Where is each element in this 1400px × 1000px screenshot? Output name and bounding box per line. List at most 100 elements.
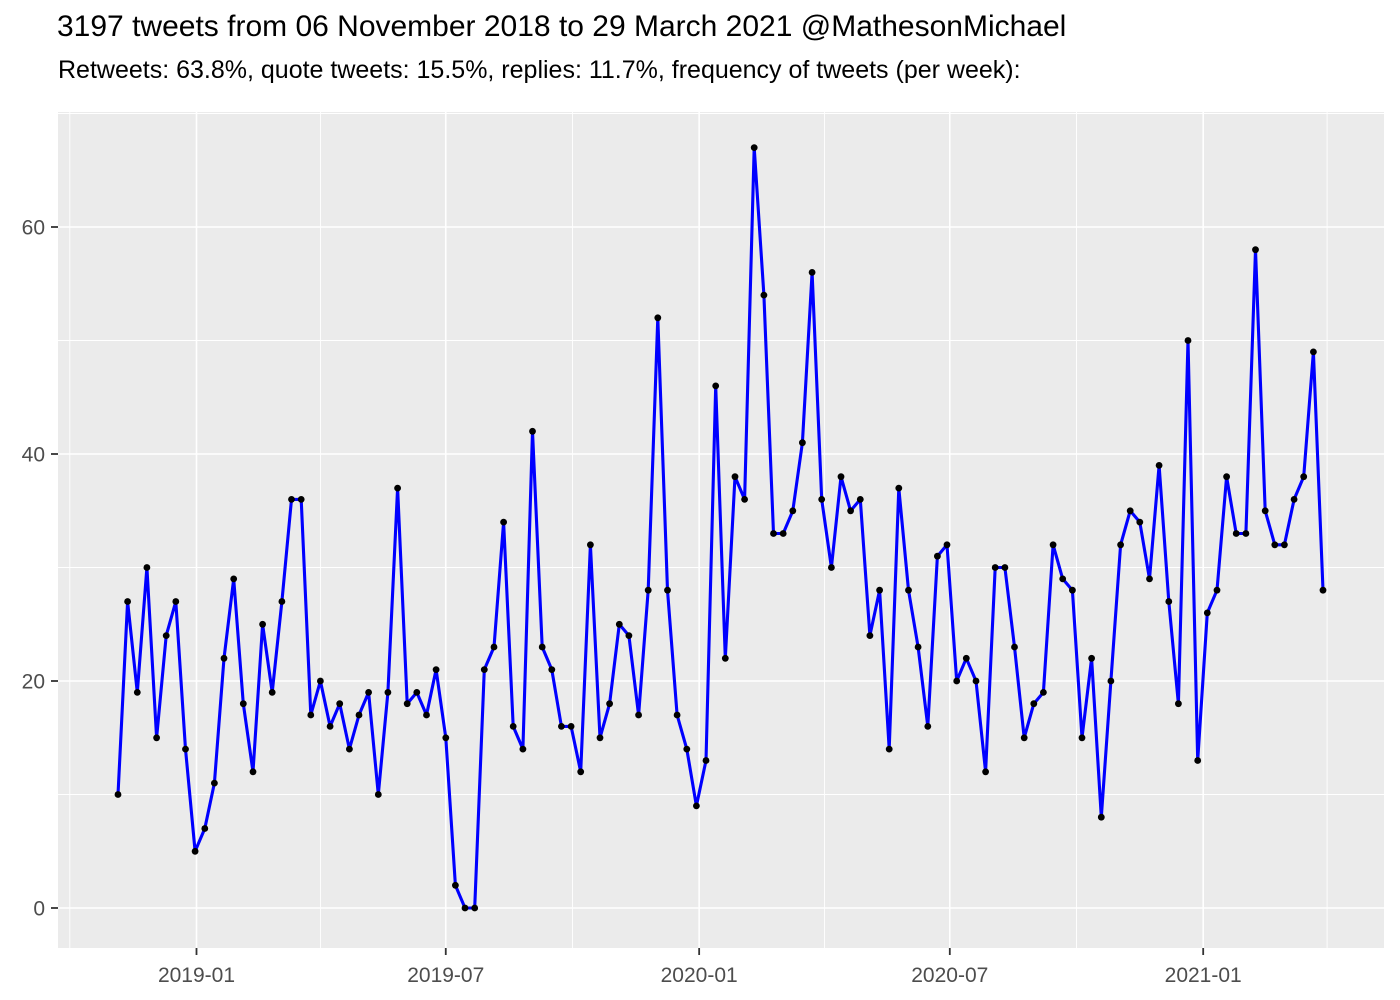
data-point (837, 473, 845, 481)
data-point (1020, 734, 1028, 742)
data-point (1011, 643, 1018, 651)
major-gridlines (58, 112, 1384, 948)
data-point (1069, 586, 1076, 594)
data-point (664, 586, 671, 594)
data-point (432, 666, 440, 673)
data-point (1107, 677, 1115, 685)
data-point (1194, 757, 1202, 764)
data-point (1001, 564, 1009, 571)
data-point (1088, 654, 1095, 662)
data-point (615, 620, 623, 628)
y-axis-labels: 0 20 40 60 (22, 217, 45, 921)
data-point (423, 711, 430, 719)
data-point (538, 643, 546, 651)
data-point (220, 654, 228, 662)
data-point (799, 439, 806, 447)
data-point (712, 382, 720, 390)
data-point (1290, 496, 1298, 503)
data-point (644, 586, 652, 594)
data-point (413, 689, 421, 696)
data-point (249, 768, 257, 776)
data-point (924, 723, 932, 730)
data-point (1319, 586, 1327, 594)
data-point (133, 689, 141, 696)
svg-text:0: 0 (33, 898, 45, 921)
data-point (1175, 700, 1182, 708)
data-point (1300, 473, 1308, 481)
chart-subtitle: Retweets: 63.8%, quote tweets: 15.5%, re… (58, 56, 1021, 84)
data-point (268, 689, 276, 696)
svg-text:20: 20 (22, 671, 45, 694)
data-point (847, 507, 854, 515)
svg-text:2019-07: 2019-07 (407, 964, 484, 987)
data-point (818, 496, 826, 503)
data-point (471, 904, 479, 912)
data-point (828, 564, 835, 571)
data-point (943, 541, 951, 549)
data-point (731, 473, 739, 481)
data-point (162, 632, 170, 639)
data-point (374, 791, 382, 798)
data-point (1213, 586, 1221, 594)
svg-text:40: 40 (22, 444, 45, 467)
data-point (741, 496, 748, 503)
data-point (567, 723, 575, 730)
data-point (885, 745, 893, 753)
data-point (1242, 530, 1250, 537)
data-point (1261, 507, 1269, 515)
data-point (962, 654, 970, 662)
data-point (480, 666, 488, 673)
data-point (587, 541, 594, 549)
svg-text:60: 60 (22, 217, 45, 240)
data-point (1040, 689, 1047, 696)
data-point (1117, 541, 1124, 549)
data-point (1184, 337, 1192, 344)
data-point (509, 723, 517, 730)
data-point (558, 723, 565, 730)
svg-text:2020-07: 2020-07 (911, 964, 988, 987)
data-point (1146, 575, 1153, 583)
data-point (239, 700, 247, 708)
data-point (789, 507, 797, 515)
data-point (519, 745, 527, 753)
data-point (230, 575, 238, 583)
data-point (982, 768, 989, 776)
data-point (683, 745, 691, 753)
data-point (1310, 348, 1317, 356)
data-point (355, 711, 363, 719)
data-point (346, 745, 353, 753)
svg-text:2019-01: 2019-01 (158, 964, 235, 987)
data-point (625, 632, 633, 639)
data-point (750, 144, 758, 152)
data-point (278, 598, 286, 605)
data-point (384, 689, 392, 696)
svg-text:2021-01: 2021-01 (1165, 964, 1242, 987)
data-point (288, 496, 295, 503)
data-point (635, 711, 642, 719)
data-point (577, 768, 585, 776)
data-point (596, 734, 604, 742)
data-point (500, 518, 507, 526)
axis-tick-marks (51, 226, 1205, 955)
data-point (452, 881, 459, 889)
data-point (548, 666, 556, 673)
data-point (1203, 609, 1211, 617)
data-point (326, 723, 334, 730)
data-point (972, 677, 980, 685)
data-point (307, 711, 315, 719)
data-point (1223, 473, 1230, 481)
svg-text:2020-01: 2020-01 (661, 964, 738, 987)
data-point (1126, 507, 1134, 515)
data-point (172, 598, 180, 605)
data-point (201, 825, 209, 832)
data-point (1030, 700, 1038, 708)
data-point (1252, 246, 1259, 254)
data-point (953, 677, 961, 685)
data-point (1049, 541, 1057, 549)
data-point (143, 564, 151, 571)
data-point (721, 654, 729, 662)
data-point (808, 269, 816, 276)
data-point (153, 734, 161, 742)
chart-title: 3197 tweets from 06 November 2018 to 29 … (57, 10, 1067, 43)
data-point (529, 427, 536, 435)
